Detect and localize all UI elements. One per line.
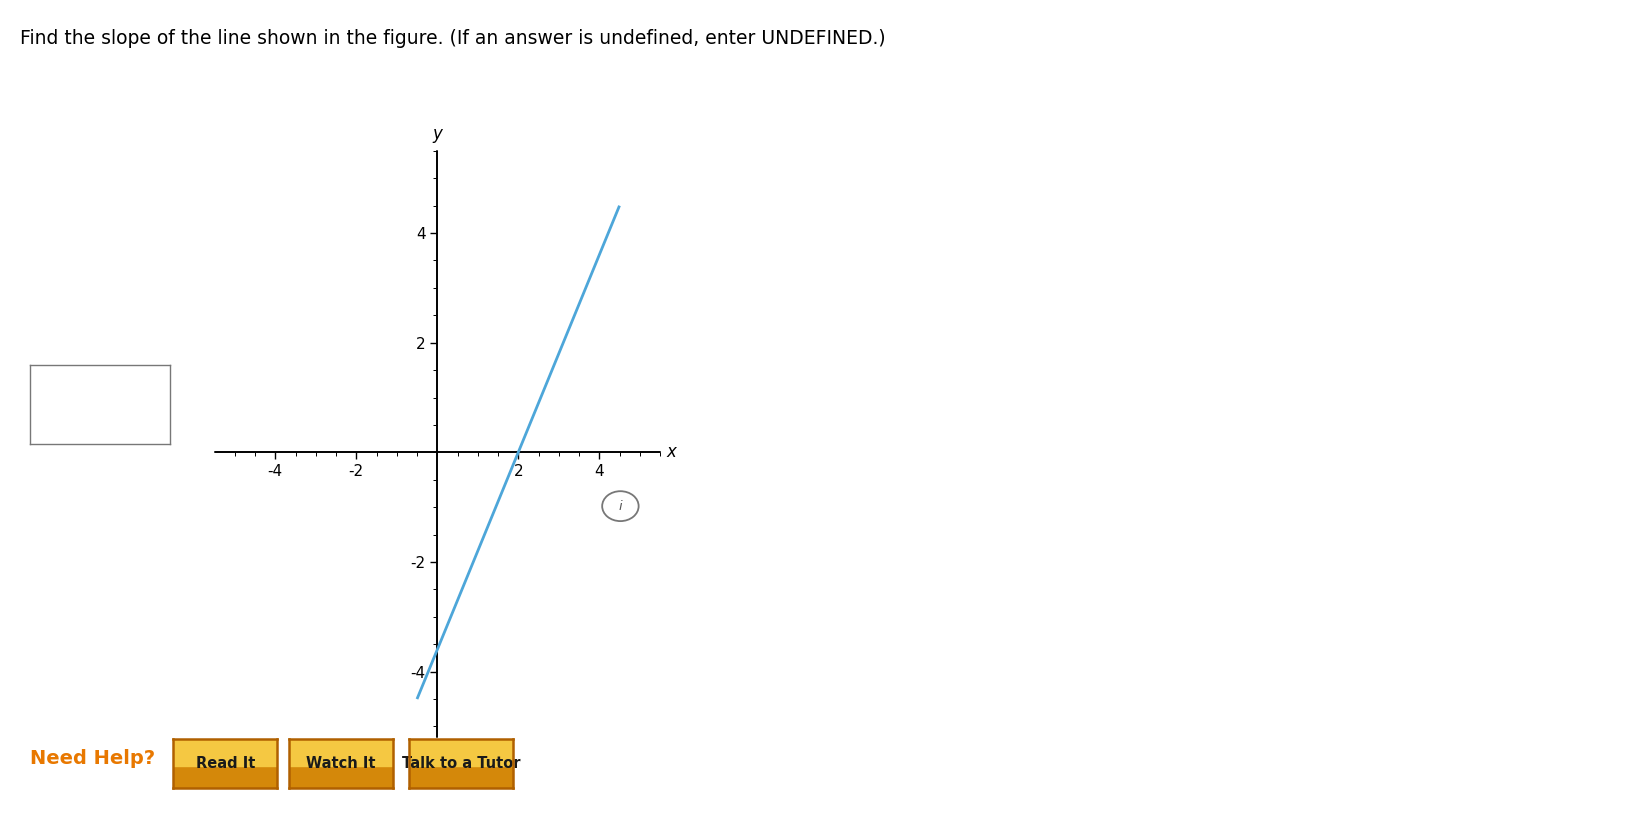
Text: Watch It: Watch It (305, 756, 376, 771)
Text: Need Help?: Need Help? (30, 749, 155, 768)
Bar (173, 739, 277, 766)
Text: Read It: Read It (196, 756, 254, 771)
Bar (409, 739, 513, 766)
Text: x: x (667, 443, 676, 462)
Text: i: i (619, 499, 622, 513)
Text: Find the slope of the line shown in the figure. (If an answer is undefined, ente: Find the slope of the line shown in the … (20, 29, 886, 49)
Text: Talk to a Tutor: Talk to a Tutor (403, 756, 520, 771)
Bar (289, 739, 393, 766)
Text: y: y (432, 125, 442, 142)
